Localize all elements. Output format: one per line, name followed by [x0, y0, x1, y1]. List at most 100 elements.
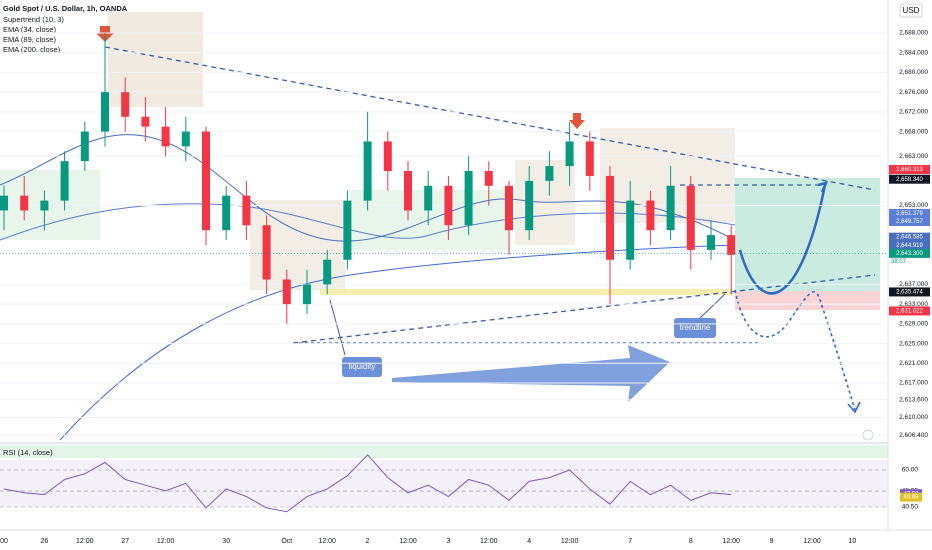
candle-body: [707, 235, 715, 250]
x-tick-label: Oct: [281, 538, 292, 545]
x-tick-label: 12:00: [399, 538, 417, 545]
candle-body: [565, 141, 574, 167]
ema-34: [0, 134, 736, 242]
candle-body: [444, 185, 453, 226]
y-tick-label: 2,653.000: [899, 202, 928, 209]
x-tick-label: 26: [41, 538, 49, 545]
callout-pointer: [329, 299, 346, 356]
support-band: [320, 289, 732, 295]
candle-body: [0, 195, 8, 211]
price-tag: [889, 248, 930, 258]
x-tick-label: 10: [849, 538, 857, 545]
x-tick-label: 12:00: [318, 538, 336, 545]
currency[interactable]: USD: [903, 6, 920, 15]
y-tick-label: 2,613.600: [899, 396, 928, 403]
price-tag: [889, 240, 930, 250]
annotation: trendline: [680, 323, 711, 332]
y-tick-label: 2,688.000: [899, 30, 928, 37]
y-tick-label: 2,621.000: [899, 360, 928, 367]
callout: [342, 357, 382, 377]
chart-title: Gold Spot / U.S. Dollar, 1h, OANDA: [3, 4, 128, 13]
price-tag: [889, 209, 930, 219]
candle-body: [40, 200, 49, 211]
y-tick-label: 2,672.000: [899, 109, 928, 116]
price-tag: [889, 174, 930, 184]
price-tag-label: 2,660.313: [896, 167, 923, 173]
candle-body: [303, 284, 311, 305]
y-tick-label: 2,606.400: [899, 432, 928, 439]
y-tick-label: 2,684.000: [899, 49, 928, 56]
candle-body: [202, 131, 210, 231]
candle-body: [424, 185, 433, 211]
candle-body: [727, 235, 736, 255]
profit-zone: [735, 178, 880, 291]
indicator-label: EMA (34, close): [3, 25, 56, 34]
price-tag: [889, 306, 930, 316]
x-tick-label: 9: [770, 538, 774, 545]
marker-arrow: [569, 113, 585, 129]
candle-body: [141, 116, 150, 127]
x-tick-label: 12:00: [803, 538, 821, 545]
x-tick-label: 8: [689, 538, 693, 545]
y-tick-label: 2,676.000: [899, 89, 928, 96]
x-tick-label: 12:00: [480, 538, 498, 545]
price-tag: [889, 217, 930, 227]
price-tag-label: 2,635.474: [896, 290, 923, 296]
candle-body: [101, 92, 109, 132]
big-arrow: [392, 345, 670, 402]
candle-body: [323, 259, 332, 285]
candle-body: [686, 185, 695, 250]
rsi-band-top: [0, 445, 888, 458]
price-tag-label: 2,651.379: [896, 211, 923, 217]
price-tag: [889, 232, 930, 242]
candle-body: [383, 141, 392, 172]
candle-body: [545, 166, 554, 181]
candle-body: [20, 195, 29, 211]
arrow-head: [817, 181, 829, 193]
candle-body: [60, 161, 69, 201]
candle-body: [525, 180, 534, 231]
candle-body: [646, 200, 655, 231]
price-tag-label: 2,658.340: [896, 177, 923, 183]
candle-body: [181, 131, 190, 147]
price-tag-label: 2,646.585: [896, 235, 923, 241]
y-tick-label: 2,629.000: [899, 321, 928, 328]
x-tick-label: 12:00: [561, 538, 579, 545]
x-tick-label: 4: [527, 538, 531, 545]
y-tick-label: 2,617.000: [899, 380, 928, 387]
price-tag: [889, 164, 930, 174]
countdown: 38:07: [891, 259, 907, 265]
y-tick-label: 2,680.000: [899, 69, 928, 76]
supertrend-zone: [108, 12, 203, 107]
price-tag-label: 45.69: [903, 495, 919, 501]
x-tick-label: 2: [366, 538, 370, 545]
trendlines: [104, 46, 876, 344]
price-tag: [889, 287, 930, 297]
price-tag-label: 2,631.622: [896, 309, 923, 315]
x-tick-label: 00: [0, 538, 8, 545]
candle-body: [161, 126, 170, 147]
currency-box[interactable]: [899, 3, 923, 18]
projection-down: [734, 289, 856, 411]
rsi-band: [0, 460, 888, 507]
candle-body: [262, 225, 271, 280]
arrow-head: [847, 401, 861, 414]
candle-body: [484, 171, 493, 186]
x-tick-label: 27: [121, 538, 129, 545]
candle-body: [121, 92, 130, 117]
ema-89: [0, 203, 736, 241]
upper-trendline: [104, 46, 876, 191]
x-tick-label: 7: [628, 538, 632, 545]
x-tick-label: 12:00: [157, 538, 175, 545]
candle-body: [363, 141, 372, 201]
price-tag-label: 2,643.300: [896, 251, 923, 257]
y-tick-label: 2,668.000: [899, 128, 928, 135]
y-tick-label: 40.50: [902, 504, 919, 511]
y-tick-label: 2,637.000: [899, 281, 928, 288]
candle-body: [80, 131, 89, 162]
x-tick-label: 12:00: [722, 538, 740, 545]
candle-body: [666, 185, 675, 231]
price-tag: [900, 492, 922, 502]
supertrend-zone: [0, 170, 100, 240]
candle-body: [606, 175, 614, 260]
